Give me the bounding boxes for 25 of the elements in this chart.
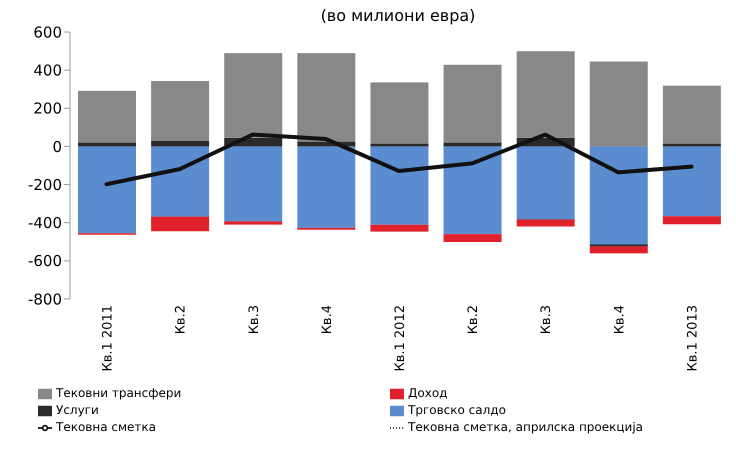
y-tick-label: 600: [33, 23, 62, 42]
x-tick-label: Кв.1 2012: [393, 305, 408, 372]
legend-label: Тековна сметка: [56, 420, 156, 434]
y-tick-label: -400: [28, 214, 62, 232]
x-tick-label: Кв.1 2013: [685, 305, 700, 372]
y-tick-label: -200: [28, 176, 62, 194]
x-tick-label: Кв.3: [539, 305, 554, 334]
x-tick-label: Кв.3: [246, 305, 262, 334]
legend-label: Тековна сметка, априлска проекција: [408, 420, 644, 434]
x-tick-label: Кв.4: [320, 305, 335, 334]
legend-label: Услуги: [56, 403, 99, 417]
line-series: [104, 132, 694, 186]
chart-title: (во милиони евра): [320, 7, 476, 25]
x-tick-label: Кв.4: [612, 305, 628, 334]
y-tick-label: 200: [33, 100, 62, 118]
x-tick-label: Кв.2: [174, 305, 189, 334]
legend-label: Трговско салдо: [408, 403, 506, 417]
y-tick-label: -800: [28, 290, 62, 308]
y-tick-label: -600: [28, 252, 62, 270]
legend-label: Тековни трансфери: [56, 386, 182, 400]
legend-label: Доход: [408, 386, 448, 400]
y-tick-label: 400: [33, 61, 62, 80]
y-tick-label: 0: [52, 138, 62, 156]
x-tick-label: Кв.1 2011: [100, 305, 116, 372]
x-tick-label: Кв.2: [466, 305, 482, 334]
